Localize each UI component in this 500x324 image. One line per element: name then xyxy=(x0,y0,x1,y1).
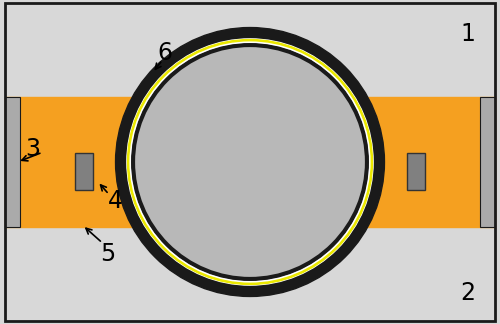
Bar xyxy=(76,153,93,191)
Bar xyxy=(480,97,495,227)
Text: 5: 5 xyxy=(100,242,115,266)
Text: 3: 3 xyxy=(25,137,40,161)
Ellipse shape xyxy=(116,28,384,296)
Text: 1: 1 xyxy=(460,22,475,46)
Ellipse shape xyxy=(134,45,366,279)
Ellipse shape xyxy=(128,40,372,284)
Bar xyxy=(5,97,20,227)
Text: 6: 6 xyxy=(158,41,172,65)
Ellipse shape xyxy=(132,44,368,280)
Ellipse shape xyxy=(130,42,370,282)
Bar xyxy=(5,97,495,227)
Ellipse shape xyxy=(136,48,364,276)
Text: 4: 4 xyxy=(108,189,122,213)
Bar xyxy=(407,153,425,191)
Ellipse shape xyxy=(127,39,373,285)
Text: 2: 2 xyxy=(460,281,475,305)
